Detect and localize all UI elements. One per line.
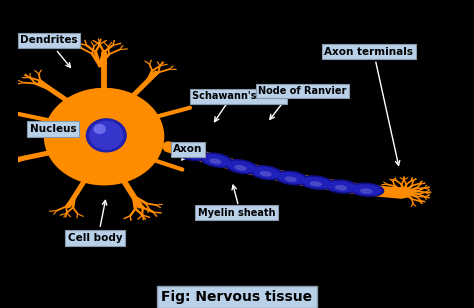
Ellipse shape [250,166,283,180]
Ellipse shape [300,176,333,189]
Ellipse shape [175,146,208,160]
Ellipse shape [302,177,330,188]
Ellipse shape [225,160,258,174]
Ellipse shape [200,153,233,167]
Ellipse shape [353,185,381,195]
Ellipse shape [178,148,205,159]
Ellipse shape [203,155,230,166]
Ellipse shape [278,173,305,183]
Ellipse shape [228,161,255,172]
Text: Myelin sheath: Myelin sheath [198,208,275,218]
Text: Cell body: Cell body [68,233,123,243]
Ellipse shape [310,182,321,186]
Ellipse shape [275,171,308,185]
Ellipse shape [236,166,246,170]
Text: Nucleus: Nucleus [30,124,77,134]
Ellipse shape [260,172,271,176]
Text: Node of Ranvier: Node of Ranvier [258,86,346,96]
Text: Schawann's cells: Schawann's cells [192,91,285,101]
Ellipse shape [94,124,105,133]
Text: Fig: Nervous tissue: Fig: Nervous tissue [162,290,312,304]
Ellipse shape [90,121,123,149]
Text: Axon terminals: Axon terminals [324,47,413,57]
Ellipse shape [210,159,221,164]
Ellipse shape [185,152,196,157]
Ellipse shape [350,183,383,196]
Ellipse shape [45,88,164,185]
Ellipse shape [336,186,346,190]
Text: Dendrites: Dendrites [20,35,78,45]
Ellipse shape [361,189,372,193]
Ellipse shape [253,167,280,178]
Ellipse shape [325,180,358,193]
Ellipse shape [328,181,356,192]
Ellipse shape [86,119,126,152]
Text: Axon: Axon [173,144,202,154]
Ellipse shape [285,177,296,181]
Ellipse shape [396,187,411,197]
